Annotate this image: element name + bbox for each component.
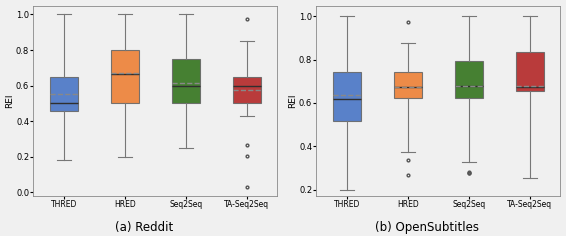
PathPatch shape — [233, 77, 261, 103]
PathPatch shape — [516, 52, 544, 91]
PathPatch shape — [111, 50, 139, 103]
Y-axis label: REI: REI — [289, 93, 298, 108]
Y-axis label: REI: REI — [6, 93, 15, 108]
Text: (a) Reddit: (a) Reddit — [115, 221, 173, 234]
Text: (b) OpenSubtitles: (b) OpenSubtitles — [375, 221, 479, 234]
PathPatch shape — [50, 77, 78, 111]
PathPatch shape — [333, 72, 361, 121]
PathPatch shape — [394, 72, 422, 97]
PathPatch shape — [455, 61, 483, 97]
PathPatch shape — [172, 59, 200, 103]
